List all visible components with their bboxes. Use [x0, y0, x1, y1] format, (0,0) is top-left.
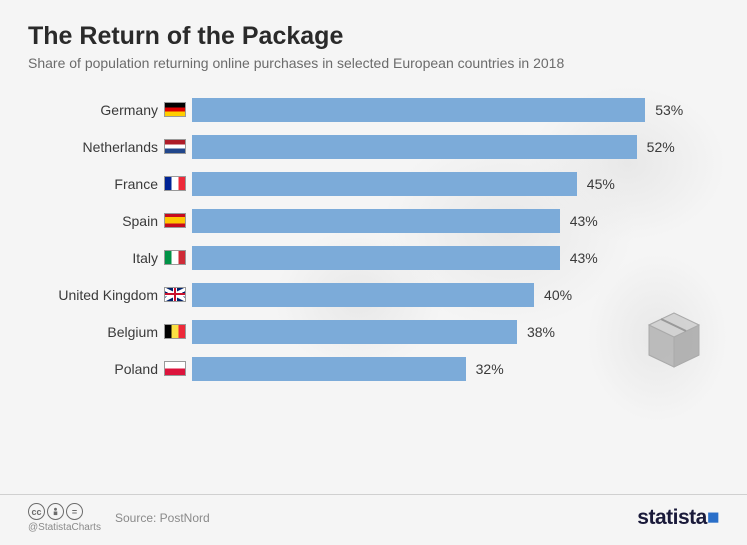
bar: [192, 283, 534, 307]
cc-by-icon: [47, 503, 64, 520]
chart-row: France 45%: [28, 165, 719, 202]
bar-track: 45%: [192, 172, 719, 196]
chart-row: Belgium 38%: [28, 313, 719, 350]
flag-icon: [164, 176, 186, 191]
bar-track: 38%: [192, 320, 719, 344]
bar-track: 53%: [192, 98, 719, 122]
bar-track: 40%: [192, 283, 719, 307]
flag-icon: [164, 324, 186, 339]
footer: cc = @StatistaCharts Source: PostNord st…: [0, 494, 747, 533]
flag-icon: [164, 287, 186, 302]
footer-left: cc = @StatistaCharts Source: PostNord: [28, 503, 210, 533]
logo-dot: ■: [707, 506, 719, 529]
country-label: Belgium: [28, 324, 164, 340]
chart-row: Poland 32%: [28, 350, 719, 387]
country-label: France: [28, 176, 164, 192]
content-area: The Return of the Package Share of popul…: [0, 0, 747, 387]
cc-nd-icon: =: [66, 503, 83, 520]
bar-value: 43%: [570, 213, 598, 229]
country-label: Spain: [28, 213, 164, 229]
chart-subtitle: Share of population returning online pur…: [28, 55, 719, 71]
bar-track: 32%: [192, 357, 719, 381]
bar: [192, 209, 560, 233]
bar-value: 52%: [647, 139, 675, 155]
bar-value: 45%: [587, 176, 615, 192]
bar: [192, 98, 645, 122]
license-block: cc = @StatistaCharts: [28, 503, 101, 533]
bar: [192, 135, 637, 159]
source-label: Source:: [115, 511, 156, 525]
flag-icon: [164, 102, 186, 117]
chart-row: United Kingdom 40%: [28, 276, 719, 313]
source-value: PostNord: [160, 511, 210, 525]
bar: [192, 320, 517, 344]
bar: [192, 357, 466, 381]
handle: @StatistaCharts: [28, 522, 101, 533]
bar: [192, 172, 577, 196]
flag-icon: [164, 139, 186, 154]
country-label: Poland: [28, 361, 164, 377]
chart-row: Italy 43%: [28, 239, 719, 276]
country-label: Italy: [28, 250, 164, 266]
bar-value: 38%: [527, 324, 555, 340]
flag-icon: [164, 361, 186, 376]
cc-icons: cc =: [28, 503, 83, 520]
country-label: Germany: [28, 102, 164, 118]
bar-track: 52%: [192, 135, 719, 159]
bar-value: 53%: [655, 102, 683, 118]
chart-row: Germany 53%: [28, 91, 719, 128]
chart-row: Spain 43%: [28, 202, 719, 239]
bar-chart: Germany 53% Netherlands 52% France 45% Spain 43…: [28, 91, 719, 387]
package-icon: [641, 305, 707, 376]
flag-icon: [164, 213, 186, 228]
statista-logo: statista■: [637, 506, 719, 530]
cc-icon: cc: [28, 503, 45, 520]
source: Source: PostNord: [115, 511, 210, 525]
bar-track: 43%: [192, 246, 719, 270]
bar-value: 40%: [544, 287, 572, 303]
bar-value: 32%: [476, 361, 504, 377]
bar-track: 43%: [192, 209, 719, 233]
bar: [192, 246, 560, 270]
chart-row: Netherlands 52%: [28, 128, 719, 165]
country-label: United Kingdom: [28, 287, 164, 303]
chart-title: The Return of the Package: [28, 22, 719, 51]
flag-icon: [164, 250, 186, 265]
bar-value: 43%: [570, 250, 598, 266]
country-label: Netherlands: [28, 139, 164, 155]
